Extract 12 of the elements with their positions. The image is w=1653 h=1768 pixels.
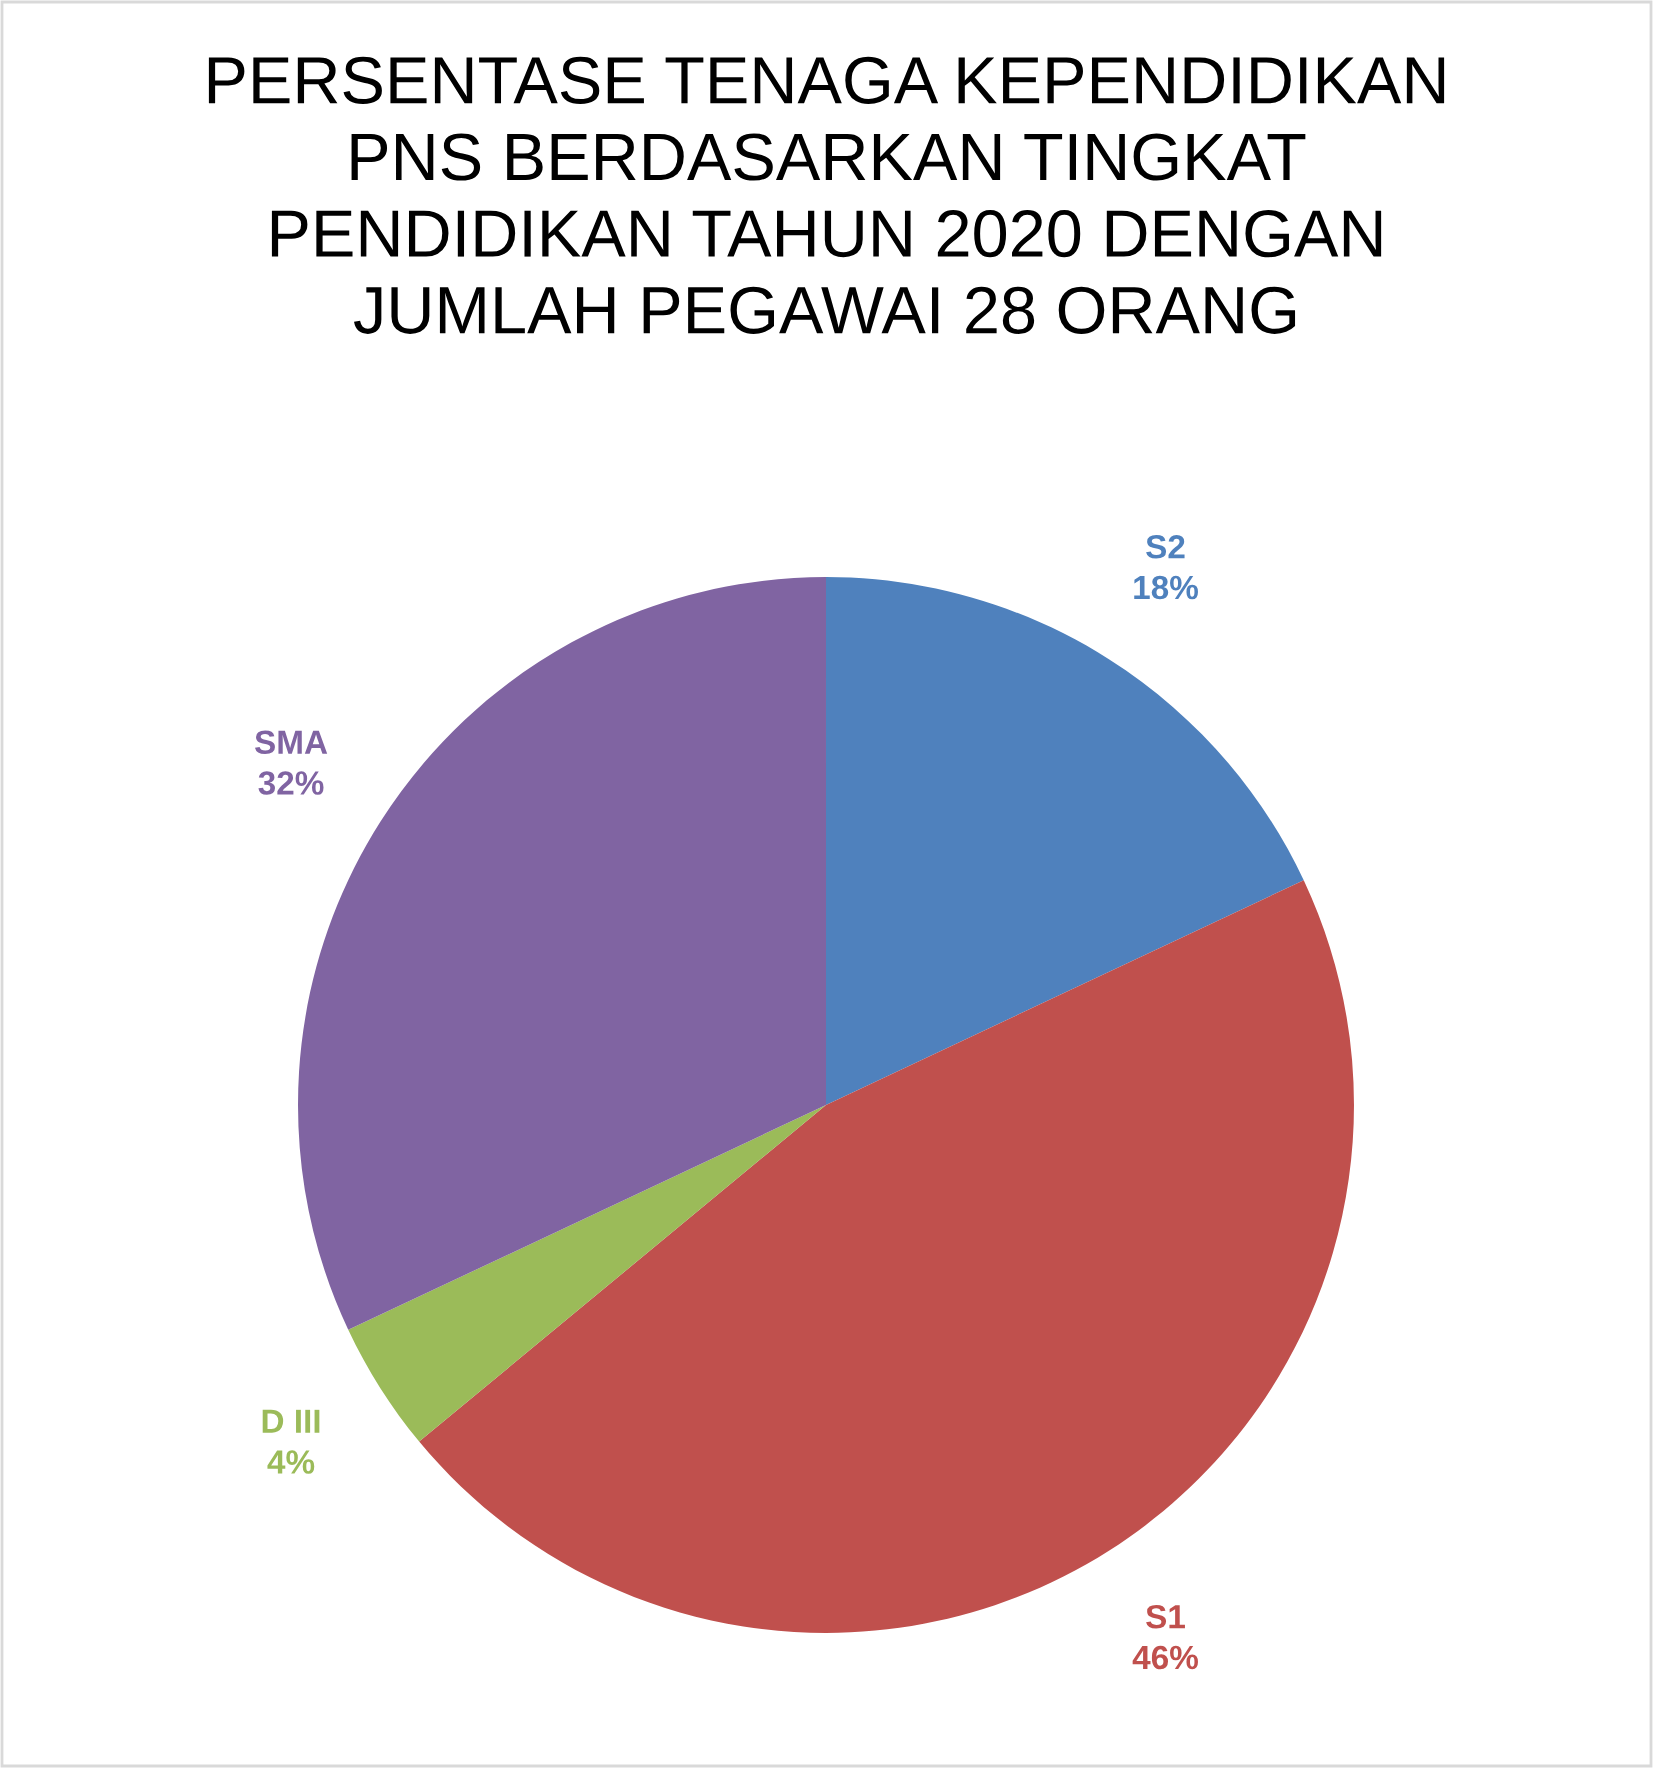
data-label: 4% — [267, 1450, 315, 1474]
pie-slice — [348, 1105, 826, 1442]
pie-slice — [826, 577, 1304, 1105]
data-label: 46% — [1132, 1645, 1198, 1670]
slice-label: SMA — [254, 730, 328, 755]
slice-label: S2 — [1146, 535, 1185, 559]
data-label: 18% — [1134, 575, 1198, 600]
data-label: 32% — [258, 771, 324, 795]
slice-label: S1 — [1146, 1604, 1185, 1629]
slice-label: D III — [262, 1409, 320, 1433]
chart-title: PERSENTASE TENAGA KEPENDIDIKAN PNS BERDASARKAN TINGKAT PENDIDIKAN TAHUN 2020 DENGAN JUMLAH PEGAWAI 28 ORANG — [208, 56, 1445, 334]
pie-slice — [419, 880, 1354, 1633]
